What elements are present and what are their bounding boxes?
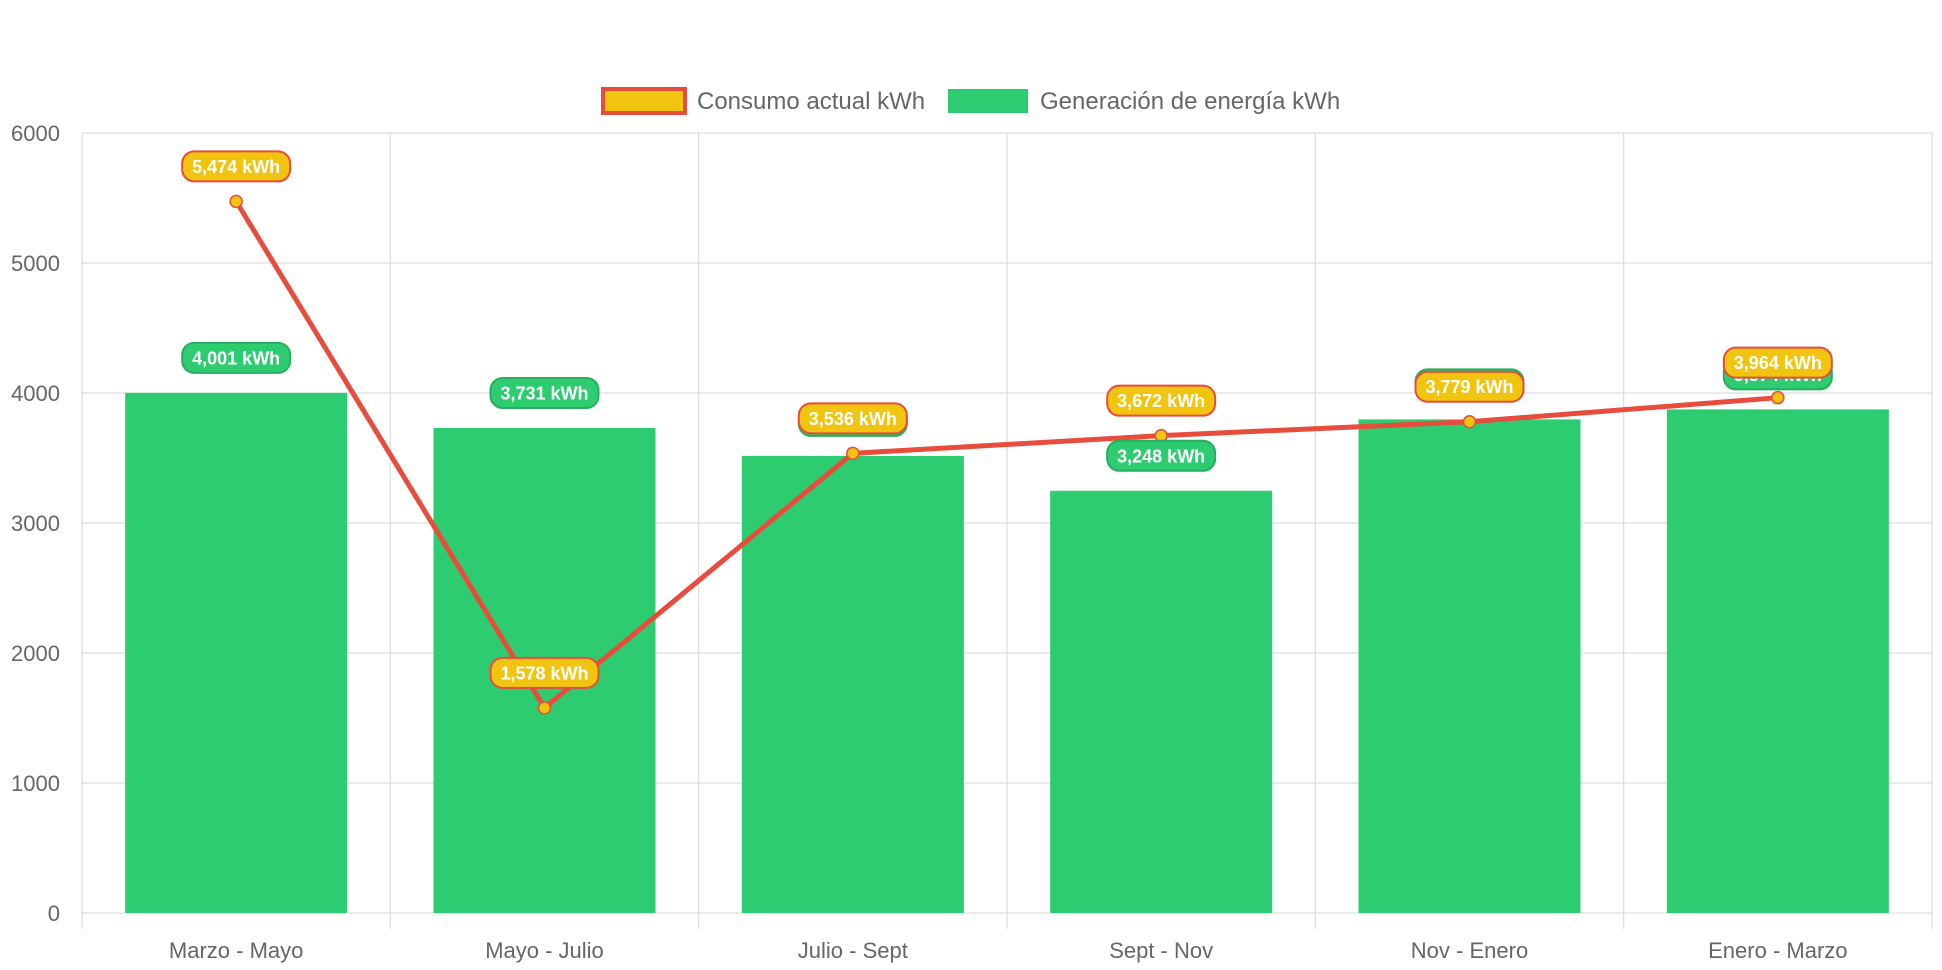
x-tick-label: Enero - Marzo: [1708, 938, 1847, 963]
x-tick-label: Nov - Enero: [1411, 938, 1528, 963]
y-tick-label: 4000: [11, 381, 60, 406]
generation-bar: [1050, 490, 1273, 913]
consumption-data-label: 5,474 kWh: [181, 150, 292, 183]
consumption-data-label-background: [1106, 384, 1217, 417]
consumption-data-label: 3,779 kWh: [1414, 370, 1525, 403]
grid-layer: [81, 132, 1933, 929]
consumption-data-label-text: 3,672 kWh: [1117, 391, 1205, 411]
consumption-data-label-background: [797, 402, 908, 435]
x-tick-label: Sept - Nov: [1109, 938, 1213, 963]
generation-data-label-text: 3,248 kWh: [1117, 446, 1205, 466]
consumption-data-label: 3,672 kWh: [1106, 384, 1217, 417]
consumption-line: [234, 200, 1779, 711]
consumption-data-label-background: [181, 150, 292, 183]
consumption-point: [229, 194, 243, 209]
consumption-data-label-text: 3,536 kWh: [809, 409, 897, 429]
consumption-data-label-text: 1,578 kWh: [500, 663, 588, 683]
consumption-data-label-background: [1722, 346, 1833, 379]
y-tick-label: 2000: [11, 641, 60, 666]
generation-data-label-text: 4,001 kWh: [192, 348, 280, 368]
consumption-data-label: 3,964 kWh: [1722, 346, 1833, 379]
legend-label-generation: Generación de energía kWh: [1040, 88, 1340, 115]
y-tick-label: 3000: [11, 511, 60, 536]
axes-layer: 0 1000 2000 3000 4000 5000 6000 Marzo - Mayo May…: [11, 121, 1847, 963]
y-tick-label: 5000: [11, 251, 60, 276]
generation-data-label: 3,248 kWh: [1106, 439, 1217, 472]
generation-data-label-text: 3,731 kWh: [500, 383, 588, 403]
y-tick-label: 6000: [11, 121, 60, 146]
generation-bar: [125, 392, 348, 913]
generation-data-label-background: [181, 341, 292, 374]
consumption-data-label-background: [1414, 370, 1525, 403]
generation-data-label-background: [489, 376, 600, 409]
generation-bar: [1358, 419, 1581, 913]
generation-data-label: 4,001 kWh: [181, 341, 292, 374]
consumption-point: [846, 446, 860, 461]
y-tick-label: 0: [48, 901, 60, 926]
consumption-data-label-background: [489, 656, 600, 689]
generation-bar: [741, 455, 964, 913]
generation-bar: [1666, 409, 1889, 913]
bars-layer: [125, 392, 1889, 913]
generation-data-label-background: [1106, 439, 1217, 472]
consumption-data-label: 3,536 kWh: [797, 402, 908, 435]
legend-swatch-consumption: [601, 87, 687, 115]
legend-swatch-generation: [948, 89, 1028, 113]
consumption-data-label-text: 5,474 kWh: [192, 157, 280, 177]
consumption-data-label: 1,578 kWh: [489, 656, 600, 689]
consumption-point: [1462, 414, 1477, 429]
x-tick-label: Mayo - Julio: [485, 938, 604, 963]
x-tick-label: Marzo - Mayo: [169, 938, 303, 963]
generation-data-label: 3,731 kWh: [489, 376, 600, 409]
consumption-data-label-text: 3,779 kWh: [1425, 377, 1513, 397]
x-tick-label: Julio - Sept: [798, 938, 908, 963]
consumption-data-label-text: 3,964 kWh: [1734, 353, 1822, 373]
consumption-point: [537, 701, 552, 715]
consumption-point: [1771, 390, 1785, 405]
legend-label-consumption: Consumo actual kWh: [697, 88, 925, 115]
legend: Consumo actual kWh Generación de energía …: [601, 87, 1340, 115]
y-tick-label: 1000: [11, 771, 60, 796]
